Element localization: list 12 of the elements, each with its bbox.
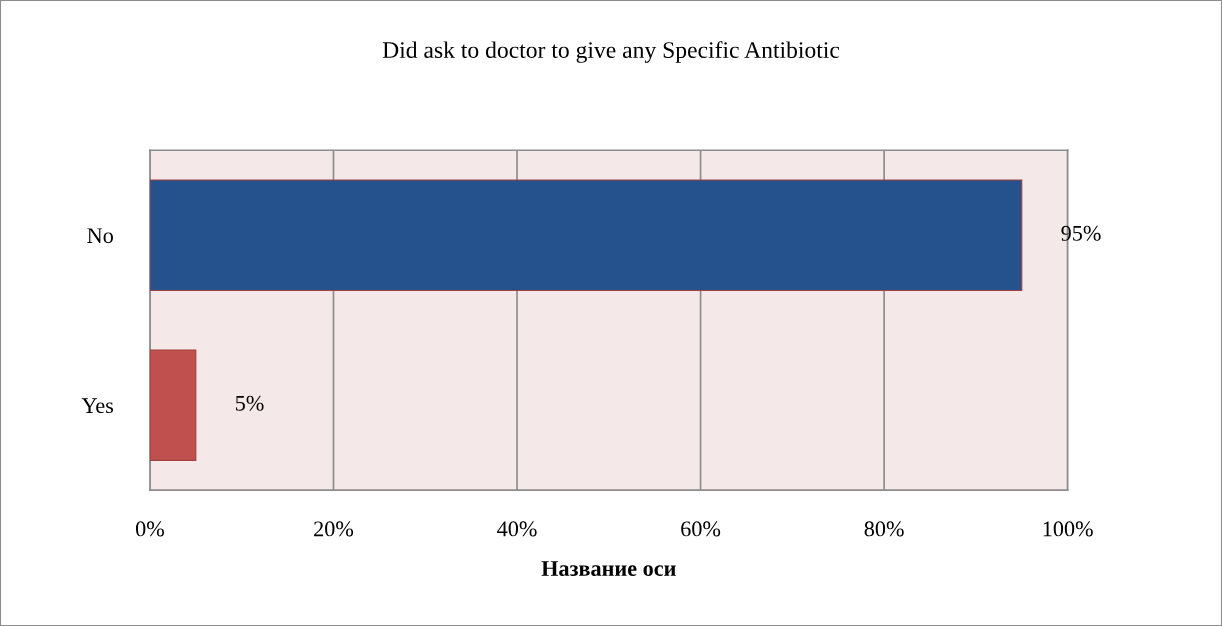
x-tick-label: 0% [135,521,164,537]
x-tick-label: 80% [864,521,904,537]
x-tick-label: 20% [314,521,354,537]
x-axis-title: Название оси [541,561,676,576]
y-tick-label: Yes [81,398,114,414]
y-tick-label: No [87,228,113,244]
data-label: 95% [1061,225,1101,241]
x-tick-label: 40% [497,521,537,537]
chart-title: Did ask to doctor to give any Specific Antibiotic [382,41,840,63]
data-label: 5% [236,395,264,411]
x-tick-label: 60% [681,521,721,537]
x-tick-label: 100% [1043,521,1093,537]
